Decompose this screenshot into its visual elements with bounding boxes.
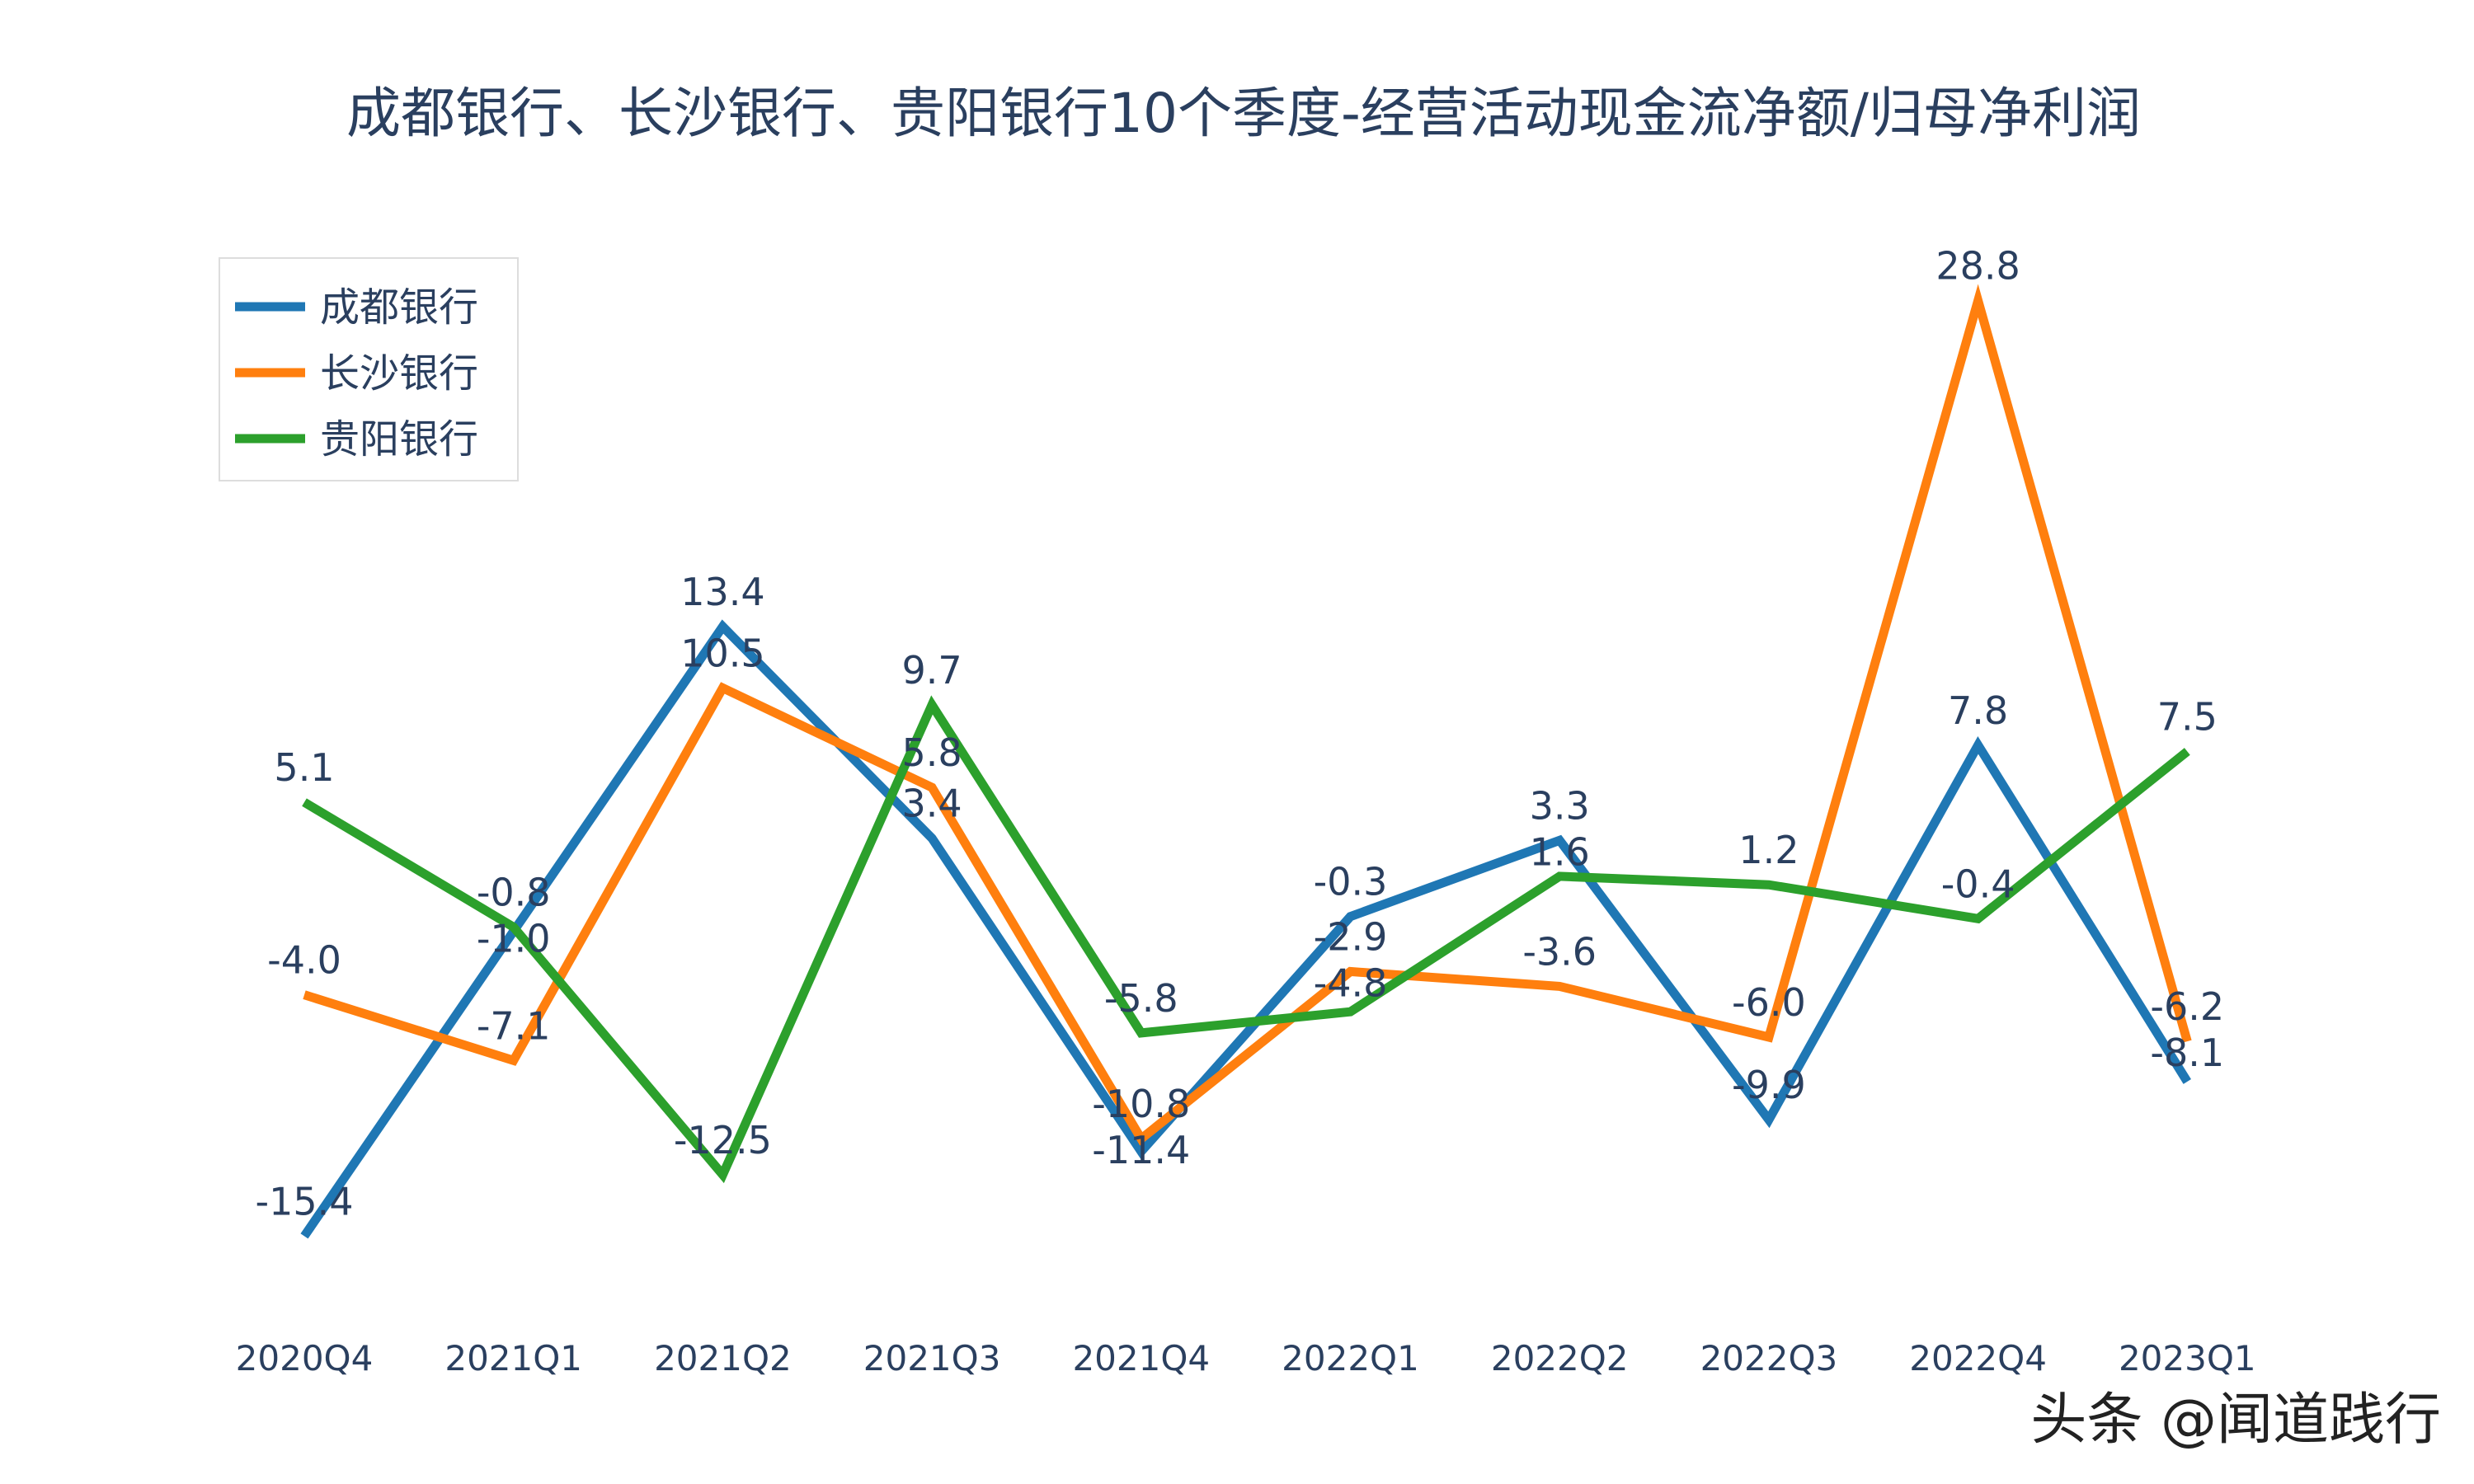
data-label: -12.5 xyxy=(674,1118,772,1162)
series-lines xyxy=(300,284,2192,1239)
data-label: 13.4 xyxy=(680,570,764,614)
data-label: -7.1 xyxy=(477,1003,551,1048)
data-label: -1.0 xyxy=(477,917,551,961)
legend-item-label: 贵阳银行 xyxy=(320,416,478,463)
data-label: 3.4 xyxy=(902,782,962,826)
data-label: 3.3 xyxy=(1530,783,1590,828)
x-tick-label: 2021Q4 xyxy=(1072,1338,1210,1378)
data-label: 28.8 xyxy=(1935,244,2020,289)
data-label: -9.9 xyxy=(1732,1063,1806,1107)
data-label: -4.0 xyxy=(267,938,341,983)
data-label: -0.8 xyxy=(477,871,551,915)
x-tick-label: 2021Q1 xyxy=(444,1338,582,1378)
data-label: 5.1 xyxy=(274,745,334,790)
x-axis-ticks: 2020Q4 2021Q1 2021Q2 2021Q3 2021Q4 2022Q1 2022… xyxy=(236,1338,2256,1378)
x-tick-label: 2021Q2 xyxy=(654,1338,792,1378)
data-label: -3.6 xyxy=(1522,929,1597,974)
data-label: 1.2 xyxy=(1738,828,1799,872)
data-label: 7.8 xyxy=(1948,688,2008,733)
data-label: -10.8 xyxy=(1092,1082,1190,1126)
data-label: -6.0 xyxy=(1732,980,1806,1025)
x-tick-label: 2022Q3 xyxy=(1700,1338,1838,1378)
data-label: -0.3 xyxy=(1314,860,1388,904)
chart-title: 成都银行、长沙银行、贵阳银行10个季度-经营活动现金流净额/归母净利润 xyxy=(346,82,2141,145)
data-label: -2.9 xyxy=(1314,914,1388,959)
x-tick-label: 2023Q1 xyxy=(2119,1338,2256,1378)
data-label: 9.7 xyxy=(902,648,962,693)
data-labels: 5.1 -4.0 -15.4 -0.8-1.0 -7.1 13.4 10.5 -12.5 9.7… xyxy=(255,244,2224,1224)
series-line-3 xyxy=(302,695,2190,1184)
data-label: -4.8 xyxy=(1314,960,1388,1005)
x-tick-label: 2022Q2 xyxy=(1491,1338,1629,1378)
data-label: -15.4 xyxy=(255,1179,353,1223)
series-line-2 xyxy=(303,284,2192,1146)
data-label: -0.4 xyxy=(1941,862,2015,906)
data-label: -11.4 xyxy=(1092,1128,1190,1172)
series-line-1 xyxy=(300,619,2191,1239)
legend-item-label: 长沙银行 xyxy=(320,350,478,397)
data-label: -5.8 xyxy=(1104,976,1178,1021)
x-tick-label: 2020Q4 xyxy=(236,1338,374,1378)
data-label: 10.5 xyxy=(680,631,764,675)
x-tick-label: 2022Q1 xyxy=(1282,1338,1419,1378)
data-label: -6.2 xyxy=(2150,984,2224,1029)
x-tick-label: 2021Q3 xyxy=(863,1338,1001,1378)
x-tick-label: 2022Q4 xyxy=(1909,1338,2047,1378)
data-label: -8.1 xyxy=(2150,1031,2224,1075)
data-label: 7.5 xyxy=(2157,694,2218,739)
data-label: 1.6 xyxy=(1530,829,1590,874)
legend-item-label: 成都银行 xyxy=(320,284,478,331)
watermark: 头条 @闻道践行 xyxy=(2030,1388,2441,1453)
data-label: 5.8 xyxy=(902,730,962,775)
